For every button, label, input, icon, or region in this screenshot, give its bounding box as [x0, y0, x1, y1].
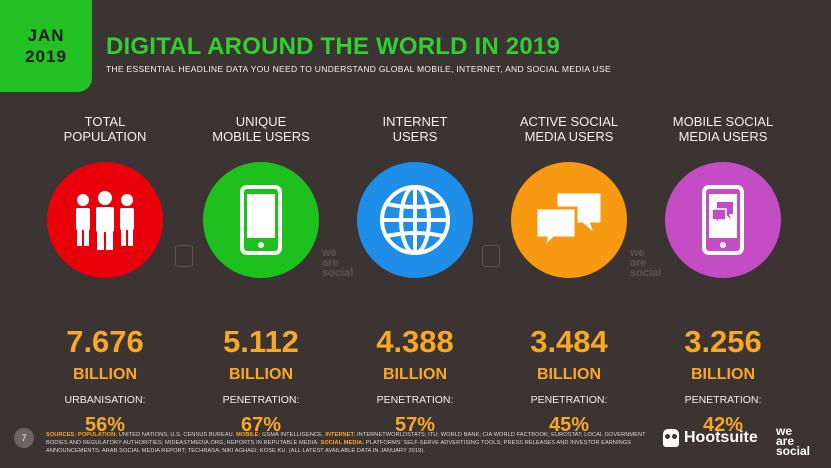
stat-label: ACTIVE SOCIAL MEDIA USERS	[519, 114, 619, 144]
mobile-social-circle	[665, 162, 781, 278]
page-number: 7	[14, 428, 34, 448]
chat-bubbles-icon	[534, 190, 604, 252]
stat-value: 5.112	[223, 324, 299, 359]
stat-sublabel: URBANISATION:	[64, 394, 146, 406]
stat-label: MOBILE SOCIAL MEDIA USERS	[672, 114, 774, 144]
stat-unit: BILLION	[73, 366, 137, 383]
globe-icon	[380, 185, 450, 255]
badge-year: 2019	[25, 47, 67, 66]
watermark-owl-icon	[175, 245, 193, 267]
sources-text: SOURCES: POPULATION: UNITED NATIONS; U.S…	[46, 432, 646, 454]
stat-sublabel: PENETRATION:	[222, 394, 300, 406]
badge-month: JAN	[27, 26, 65, 45]
population-circle	[47, 162, 163, 278]
stat-value: 3.256	[684, 324, 762, 359]
stat-unit: BILLION	[383, 366, 447, 383]
stat-column-social: ACTIVE SOCIAL MEDIA USERS 3.484 BILLION P…	[494, 112, 644, 436]
stat-percentage: 45%	[548, 414, 590, 436]
watermark-we-are-social: we are social	[630, 247, 662, 279]
page-subtitle: THE ESSENTIAL HEADLINE DATA YOU NEED TO …	[106, 64, 611, 74]
mobile-chat-icon	[702, 185, 744, 255]
owl-icon	[663, 429, 679, 447]
stat-sublabel: PENETRATION:	[684, 394, 762, 406]
mobile-circle	[203, 162, 319, 278]
watermark-owl-icon	[482, 245, 500, 267]
internet-circle	[357, 162, 473, 278]
stat-percentage: 56%	[84, 414, 126, 436]
watermark-we-are-social: we are social	[322, 247, 354, 279]
stat-value: 7.676	[66, 324, 144, 359]
we-are-social-logo: we are social	[776, 424, 811, 458]
stat-value: 4.388	[376, 324, 454, 359]
stat-percentage: 57%	[394, 414, 436, 436]
stat-percentage: 42%	[702, 414, 744, 436]
stat-unit: BILLION	[537, 366, 601, 383]
people-icon	[76, 191, 134, 250]
stat-sublabel: PENETRATION:	[530, 394, 608, 406]
stat-value: 3.484	[530, 324, 608, 359]
stat-unit: BILLION	[691, 366, 755, 383]
stat-sublabel: PENETRATION:	[376, 394, 454, 406]
mobile-phone-icon	[240, 185, 282, 255]
stat-column-internet: INTERNET USERS 4.388 BILLION PENETRATION:…	[340, 112, 490, 436]
stat-label: TOTAL POPULATION	[63, 114, 147, 144]
page-title: DIGITAL AROUND THE WORLD IN 2019	[106, 33, 560, 60]
date-badge: JAN 2019	[0, 0, 92, 92]
hootsuite-logo: Hootsuite	[663, 429, 758, 447]
stat-label: INTERNET USERS	[382, 114, 448, 144]
stat-label: UNIQUE MOBILE USERS	[212, 114, 310, 144]
stat-percentage: 67%	[240, 414, 282, 436]
stat-column-population: TOTAL POPULATION 7.676 BILLION URBANISATI…	[30, 112, 180, 436]
stat-unit: BILLION	[229, 366, 293, 383]
stat-column-mobile: UNIQUE MOBILE USERS 5.112 BILLION PENETRA…	[186, 112, 336, 436]
social-circle	[511, 162, 627, 278]
stat-column-mobile-social: MOBILE SOCIAL MEDIA USERS 3.256 BILLION P…	[648, 112, 798, 436]
